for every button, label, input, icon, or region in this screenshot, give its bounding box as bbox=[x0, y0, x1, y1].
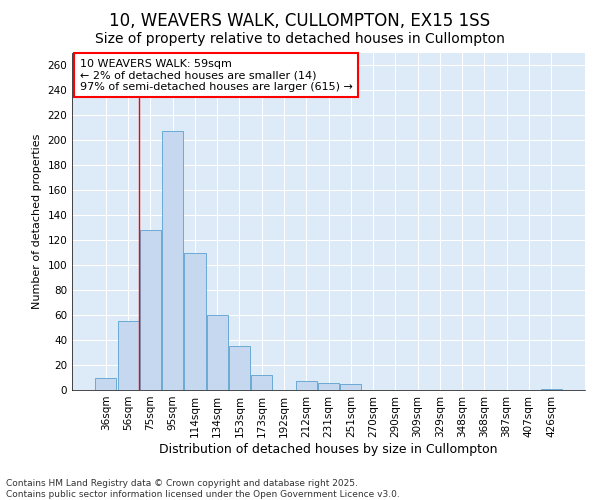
Text: Contains public sector information licensed under the Open Government Licence v3: Contains public sector information licen… bbox=[6, 490, 400, 499]
Bar bbox=[340, 384, 361, 390]
Bar bbox=[229, 346, 250, 390]
Text: Size of property relative to detached houses in Cullompton: Size of property relative to detached ho… bbox=[95, 32, 505, 46]
Text: 10 WEAVERS WALK: 59sqm
← 2% of detached houses are smaller (14)
97% of semi-deta: 10 WEAVERS WALK: 59sqm ← 2% of detached … bbox=[80, 58, 353, 92]
Bar bbox=[184, 252, 206, 390]
Text: 10, WEAVERS WALK, CULLOMPTON, EX15 1SS: 10, WEAVERS WALK, CULLOMPTON, EX15 1SS bbox=[109, 12, 491, 30]
Bar bbox=[296, 381, 317, 390]
Bar bbox=[162, 131, 183, 390]
Bar bbox=[95, 378, 116, 390]
Bar bbox=[206, 315, 228, 390]
Bar bbox=[140, 230, 161, 390]
Bar bbox=[251, 375, 272, 390]
Bar bbox=[318, 382, 339, 390]
Y-axis label: Number of detached properties: Number of detached properties bbox=[32, 134, 42, 309]
X-axis label: Distribution of detached houses by size in Cullompton: Distribution of detached houses by size … bbox=[159, 442, 498, 456]
Bar bbox=[541, 389, 562, 390]
Bar bbox=[118, 322, 139, 390]
Text: Contains HM Land Registry data © Crown copyright and database right 2025.: Contains HM Land Registry data © Crown c… bbox=[6, 478, 358, 488]
